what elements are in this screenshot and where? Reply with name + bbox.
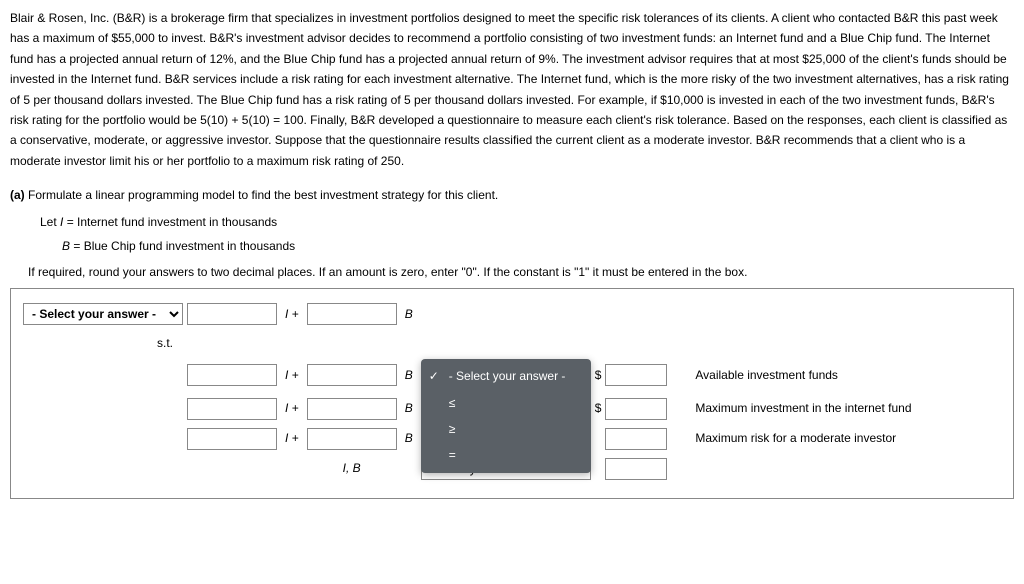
dollar-label: $ — [595, 361, 602, 389]
lp-formulation-box: - Select your answer - I + B s.t. I + B — [10, 288, 1014, 499]
c2-description: Maximum investment in the internet fund — [671, 398, 911, 420]
c3-coef-I-input[interactable] — [187, 428, 277, 450]
definition-B: B = Blue Chip fund investment in thousan… — [62, 234, 1014, 258]
objective-coef-I-input[interactable] — [187, 303, 277, 325]
subject-to-label: s.t. — [23, 333, 183, 353]
rounding-instruction: If required, round your answers to two d… — [28, 262, 1014, 282]
nonneg-rhs-input[interactable] — [605, 458, 667, 480]
c2-coef-I-input[interactable] — [187, 398, 277, 420]
c1-coef-B-input[interactable] — [307, 364, 397, 386]
objective-sense-select[interactable]: - Select your answer - — [23, 303, 183, 325]
dd-option-eq[interactable]: = — [421, 442, 591, 468]
c3-coef-B-input[interactable] — [307, 428, 397, 450]
problem-statement: Blair & Rosen, Inc. (B&R) is a brokerage… — [10, 8, 1014, 171]
definition-I: Let I = Internet fund investment in thou… — [40, 210, 1014, 234]
c1-description: Available investment funds — [671, 361, 911, 389]
c2-rhs-input[interactable] — [605, 398, 667, 420]
c1-rhs-input[interactable] — [605, 364, 667, 386]
nonneg-vars-label: I, B — [343, 461, 361, 475]
var-I-plus-label: I + — [281, 303, 303, 325]
c3-rhs-input[interactable] — [605, 428, 667, 450]
dd-option-placeholder[interactable]: - Select your answer - — [421, 363, 591, 389]
part-a-heading: (a) Formulate a linear programming model… — [10, 185, 1014, 205]
c2-coef-B-input[interactable] — [307, 398, 397, 420]
objective-coef-B-input[interactable] — [307, 303, 397, 325]
c3-description: Maximum risk for a moderate investor — [671, 428, 911, 450]
c1-coef-I-input[interactable] — [187, 364, 277, 386]
dd-option-ge[interactable]: ≥ — [421, 416, 591, 442]
c1-relation-select-open[interactable]: - Select your answer - ≤ ≥ = — [421, 361, 591, 389]
dd-option-le[interactable]: ≤ — [421, 390, 591, 416]
var-B-label: B — [401, 303, 417, 325]
